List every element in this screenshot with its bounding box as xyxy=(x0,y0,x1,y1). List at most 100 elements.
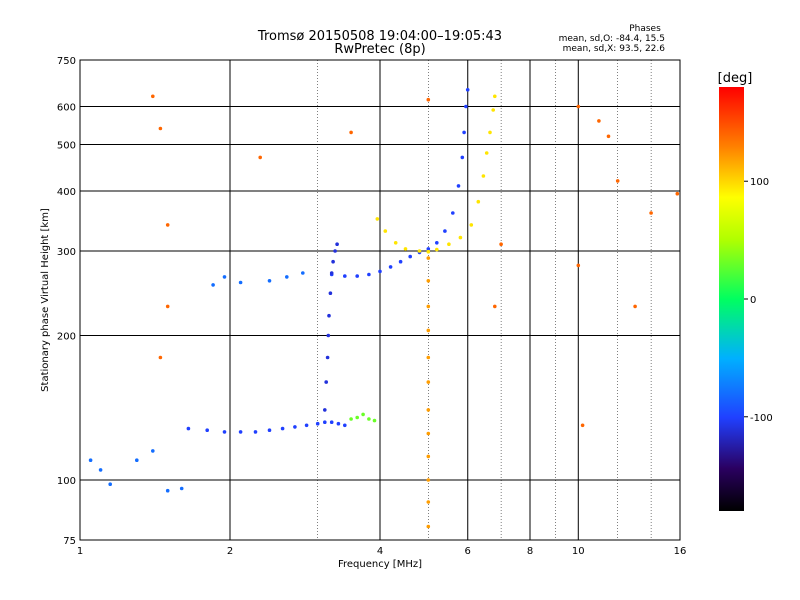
data-point xyxy=(258,155,263,160)
data-point xyxy=(426,355,431,360)
x-tick-label: 1 xyxy=(77,546,83,557)
data-point xyxy=(323,420,327,425)
data-point xyxy=(355,274,360,278)
phases-title: Phases xyxy=(629,24,661,34)
data-point xyxy=(476,199,481,204)
data-point xyxy=(304,423,309,428)
data-point xyxy=(576,263,581,268)
data-point xyxy=(285,275,289,279)
data-point xyxy=(460,155,465,160)
data-point xyxy=(408,254,413,259)
data-point xyxy=(205,428,209,433)
data-point xyxy=(383,229,388,233)
data-point xyxy=(484,151,489,155)
chart-title-line1: Tromsø 20150508 19:04:00–19:05:43 xyxy=(257,29,502,44)
data-point xyxy=(238,280,243,285)
chart-title-line2: RwPretec (8p) xyxy=(334,42,425,57)
data-point xyxy=(451,211,455,215)
data-point xyxy=(417,249,422,253)
phases-o-stats: mean, sd,O: -84.4, 15.5 xyxy=(559,34,665,44)
data-point xyxy=(324,380,329,384)
data-point xyxy=(267,428,272,433)
data-point xyxy=(443,229,447,233)
data-point xyxy=(675,191,680,196)
data-point xyxy=(426,328,431,333)
data-point xyxy=(349,130,353,135)
data-point xyxy=(367,417,371,421)
data-point xyxy=(336,421,341,426)
data-point xyxy=(222,430,227,434)
data-point xyxy=(315,421,320,426)
colorbar-label: [deg] xyxy=(718,71,753,86)
data-point xyxy=(253,430,258,434)
data-point xyxy=(267,279,272,283)
data-point xyxy=(135,458,139,463)
data-point xyxy=(329,420,334,425)
plot-grid xyxy=(79,59,681,541)
data-point xyxy=(491,108,496,112)
y-tick-label: 100 xyxy=(57,476,76,487)
data-point xyxy=(426,279,431,283)
data-point xyxy=(335,242,339,246)
data-point xyxy=(331,259,335,264)
data-point xyxy=(325,355,330,360)
y-tick-label: 75 xyxy=(63,536,76,547)
data-point xyxy=(367,272,371,277)
data-point xyxy=(333,249,337,253)
data-point xyxy=(88,458,93,463)
data-point xyxy=(435,241,439,245)
data-point xyxy=(426,408,431,412)
data-point xyxy=(426,247,431,251)
data-point xyxy=(151,449,155,453)
data-point xyxy=(493,304,497,309)
data-point xyxy=(98,468,103,472)
data-point xyxy=(179,486,184,491)
data-point xyxy=(158,355,163,360)
data-point xyxy=(238,430,243,434)
y-tick-label: 600 xyxy=(57,103,76,114)
x-tick-label: 2 xyxy=(227,546,233,557)
data-point xyxy=(327,313,331,318)
data-point xyxy=(378,269,382,274)
data-point xyxy=(580,423,585,428)
data-point xyxy=(355,415,360,420)
y-tick-label: 200 xyxy=(57,332,76,343)
data-point xyxy=(343,423,347,428)
data-point xyxy=(426,256,431,260)
data-point xyxy=(426,524,431,529)
data-point xyxy=(493,94,497,99)
data-point xyxy=(222,275,227,279)
data-point xyxy=(323,408,327,412)
data-point xyxy=(499,242,503,246)
x-axis-label: Frequency [MHz] xyxy=(338,559,422,570)
data-point xyxy=(426,478,431,482)
data-point xyxy=(280,426,285,431)
data-point xyxy=(426,454,431,459)
data-point xyxy=(462,130,466,135)
colorbar-tick-label: -100 xyxy=(750,413,773,424)
data-point xyxy=(426,97,431,102)
data-point xyxy=(328,291,333,296)
y-tick-label: 500 xyxy=(57,141,76,152)
data-point xyxy=(464,104,468,109)
data-point xyxy=(329,271,334,275)
x-tick-label: 8 xyxy=(527,546,533,557)
x-tick-label: 10 xyxy=(572,546,585,557)
y-axis-label: Stationary phase Virtual Height [km] xyxy=(40,208,51,392)
data-point xyxy=(465,88,470,92)
data-point xyxy=(293,425,297,429)
data-point xyxy=(456,184,461,188)
x-tick-label: 6 xyxy=(465,546,471,557)
data-point xyxy=(615,179,620,183)
data-point xyxy=(186,426,191,431)
data-point xyxy=(435,247,439,252)
data-point xyxy=(158,126,163,131)
data-point xyxy=(597,119,601,123)
data-point xyxy=(165,223,170,227)
data-point xyxy=(633,304,637,309)
data-point xyxy=(469,223,474,227)
data-point xyxy=(301,271,305,275)
data-point xyxy=(426,304,431,309)
data-point xyxy=(426,431,431,436)
